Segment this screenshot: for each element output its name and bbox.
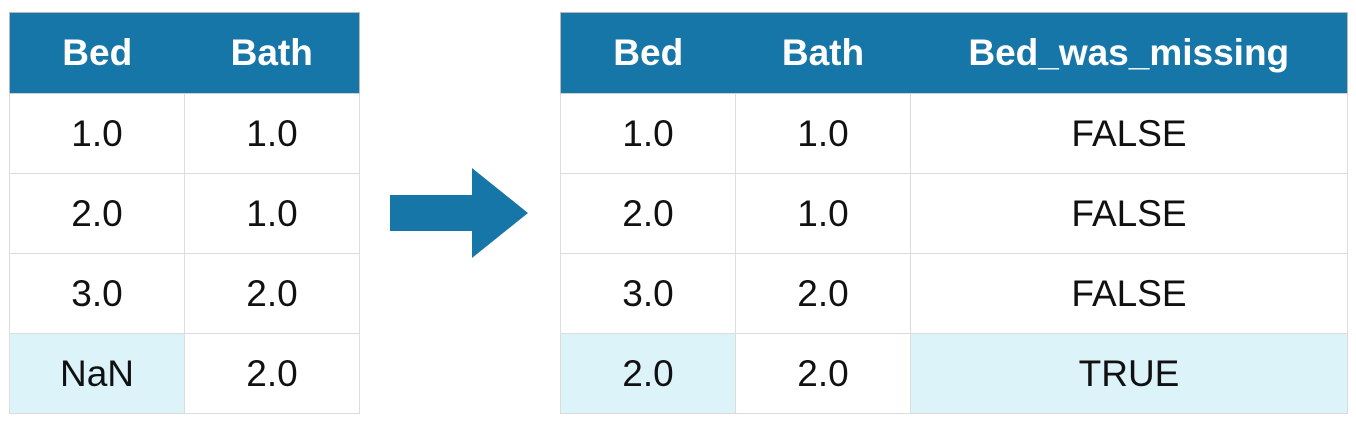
table-cell: 1.0 (184, 173, 360, 254)
missing-flag-cell: TRUE (910, 333, 1348, 414)
table-cell: 3.0 (560, 253, 736, 334)
table-cell: 2.0 (184, 333, 360, 414)
table-row: 1.0 1.0 (9, 93, 360, 174)
column-header: Bed (560, 12, 736, 94)
table-cell: FALSE (910, 253, 1348, 334)
missing-value-cell: NaN (9, 333, 185, 414)
table-row: 1.0 1.0 FALSE (560, 93, 1348, 174)
table-cell: 3.0 (9, 253, 185, 334)
column-header: Bed (9, 12, 185, 94)
table-cell: 1.0 (735, 93, 911, 174)
table-row: 3.0 2.0 FALSE (560, 253, 1348, 334)
table-row: 2.0 2.0 TRUE (560, 333, 1348, 414)
column-header: Bath (184, 12, 360, 94)
table-cell: 2.0 (735, 253, 911, 334)
header-row: Bed Bath (9, 12, 360, 94)
table-row: 2.0 1.0 FALSE (560, 173, 1348, 254)
header-row: Bed Bath Bed_was_missing (560, 12, 1348, 94)
table-cell: 2.0 (560, 173, 736, 254)
table-cell: 1.0 (9, 93, 185, 174)
table-row: 2.0 1.0 (9, 173, 360, 254)
table-cell: FALSE (910, 173, 1348, 254)
column-header: Bed_was_missing (910, 12, 1348, 94)
right-arrow-icon (390, 168, 528, 258)
table-cell: 2.0 (9, 173, 185, 254)
after-table: Bed Bath Bed_was_missing 1.0 1.0 FALSE 2… (560, 12, 1348, 414)
table-cell: 1.0 (560, 93, 736, 174)
table-cell: 1.0 (184, 93, 360, 174)
table-cell: FALSE (910, 93, 1348, 174)
table-row: NaN 2.0 (9, 333, 360, 414)
before-table: Bed Bath 1.0 1.0 2.0 1.0 3.0 2.0 NaN 2.0 (9, 12, 360, 414)
column-header: Bath (735, 12, 911, 94)
table-cell: 1.0 (735, 173, 911, 254)
imputed-value-cell: 2.0 (560, 333, 736, 414)
table-cell: 2.0 (184, 253, 360, 334)
table-cell: 2.0 (735, 333, 911, 414)
table-row: 3.0 2.0 (9, 253, 360, 334)
